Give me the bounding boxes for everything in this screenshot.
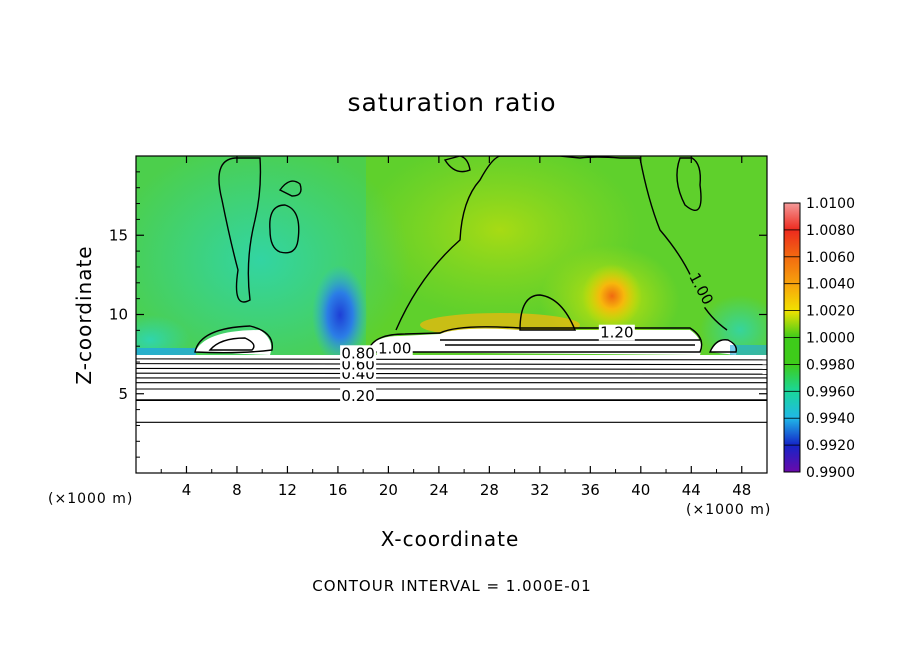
contour-line bbox=[136, 372, 767, 375]
colorbar-label: 0.9960 bbox=[806, 384, 855, 400]
x-unit-right: (×1000 m) bbox=[686, 502, 772, 518]
saturation-field bbox=[136, 156, 767, 473]
contour-interval-note: CONTOUR INTERVAL = 1.000E-01 bbox=[312, 577, 592, 595]
y-tick-label: 15 bbox=[109, 226, 128, 244]
chart-title: saturation ratio bbox=[347, 88, 557, 117]
x-unit-left: (×1000 m) bbox=[48, 491, 134, 507]
contour-line bbox=[443, 156, 471, 173]
x-tick-label: 8 bbox=[232, 481, 242, 499]
contour-label: 1.00 bbox=[376, 340, 413, 358]
x-tick-label: 48 bbox=[732, 481, 751, 499]
x-tick-label: 40 bbox=[631, 481, 650, 499]
contour-line bbox=[194, 325, 274, 354]
x-tick-label: 36 bbox=[581, 481, 600, 499]
contour-line bbox=[367, 326, 703, 353]
contour-line bbox=[269, 204, 300, 254]
contour-labels: 0.200.400.600.80 1.001.201.00 bbox=[340, 269, 717, 405]
x-tick-label: 20 bbox=[379, 481, 398, 499]
colorbar-label: 0.9980 bbox=[806, 357, 855, 373]
contour-label: 0.20 bbox=[340, 387, 377, 405]
x-tick-label: 12 bbox=[278, 481, 297, 499]
contour-line bbox=[708, 339, 738, 353]
contour-line bbox=[519, 294, 577, 331]
x-tick-label: 44 bbox=[682, 481, 701, 499]
x-axis-ticks: 4 8 12 16 20 24 28 32 36 40 44 48 bbox=[160, 156, 751, 499]
colorbar-label: 1.0080 bbox=[806, 223, 855, 239]
contour-label: 0.80 bbox=[340, 344, 377, 362]
svg-text:0.80: 0.80 bbox=[341, 344, 374, 362]
x-axis-label: X-coordinate bbox=[380, 527, 520, 551]
colorbar-label: 1.0060 bbox=[806, 250, 855, 266]
x-tick-label: 16 bbox=[328, 481, 347, 499]
colorbar-label: 0.9940 bbox=[806, 411, 855, 427]
svg-text:0.20: 0.20 bbox=[341, 387, 374, 405]
colorbar-labels: 1.0100 1.0080 1.0060 1.0040 1.0020 1.0000 0.99… bbox=[784, 196, 855, 481]
colorbar-label: 0.9920 bbox=[806, 438, 855, 454]
contour-lines bbox=[136, 156, 767, 423]
colorbar-label: 1.0020 bbox=[806, 304, 855, 320]
colorbar-label: 1.0000 bbox=[806, 331, 855, 347]
colorbar-label: 1.0040 bbox=[806, 277, 855, 293]
y-axis-ticks: 5 10 15 bbox=[109, 171, 767, 458]
svg-text:1.00: 1.00 bbox=[378, 340, 411, 358]
contour-line bbox=[208, 337, 255, 351]
contour-line bbox=[676, 157, 702, 211]
x-tick-label: 4 bbox=[182, 481, 192, 499]
contour-line bbox=[278, 180, 302, 197]
colorbar-label: 1.0100 bbox=[806, 196, 855, 212]
svg-text:1.20: 1.20 bbox=[600, 324, 633, 342]
x-tick-label: 32 bbox=[530, 481, 549, 499]
x-tick-label: 28 bbox=[480, 481, 499, 499]
contour-line bbox=[136, 367, 767, 370]
colorbar-label: 0.9900 bbox=[806, 465, 855, 481]
contour-line bbox=[218, 157, 262, 303]
x-tick-label: 24 bbox=[429, 481, 448, 499]
contour-line bbox=[136, 358, 767, 361]
y-axis-label: Z-coordinate bbox=[72, 245, 96, 385]
y-tick-label: 10 bbox=[109, 306, 128, 324]
contour-line bbox=[136, 363, 767, 366]
y-tick-label: 5 bbox=[118, 385, 128, 403]
contour-label: 1.20 bbox=[598, 324, 635, 342]
